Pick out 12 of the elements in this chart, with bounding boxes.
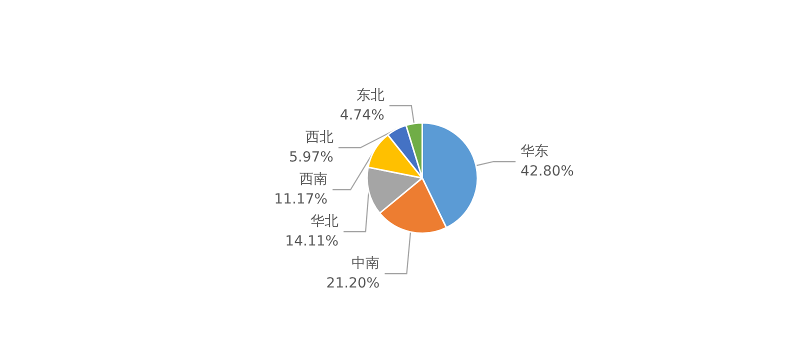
data-label: 42.80% — [520, 164, 574, 180]
slice-label: 西南 — [300, 172, 328, 188]
data-label: 14.11% — [285, 234, 339, 250]
slice-label: 华北 — [310, 214, 339, 230]
data-label: 4.74% — [340, 108, 384, 124]
data-label: 5.97% — [289, 150, 334, 166]
data-label: 21.20% — [326, 276, 380, 292]
slice-label: 东北 — [356, 88, 384, 104]
slice-label: 中南 — [352, 256, 380, 272]
slice-label: 华东 — [520, 144, 549, 160]
slice-label: 西北 — [305, 130, 334, 146]
data-label: 11.17% — [274, 192, 328, 208]
